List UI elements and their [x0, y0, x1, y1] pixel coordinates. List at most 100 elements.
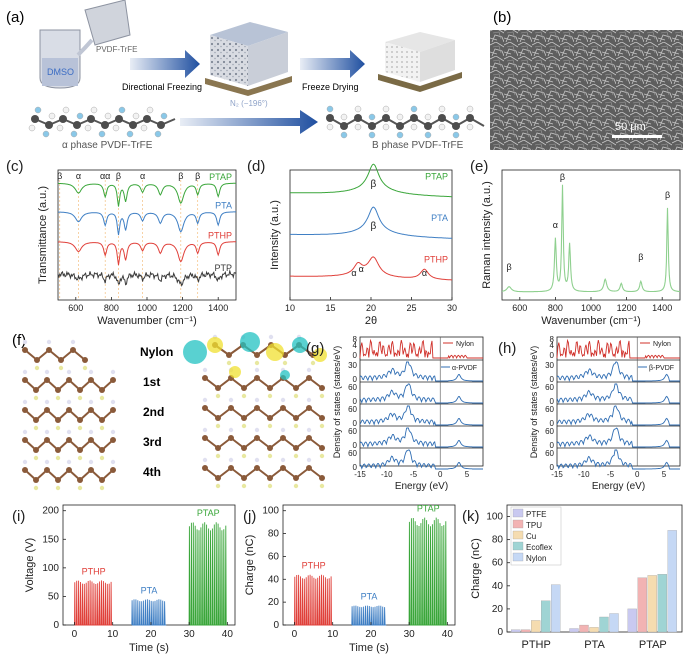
charge-density-blob-0 [183, 340, 207, 364]
atom [202, 457, 208, 463]
substituent-atom [382, 123, 390, 131]
panelH-ylabel: Density of states (states/eV) [529, 346, 539, 459]
panelJ-label: (j) [243, 508, 256, 525]
atom [66, 377, 72, 383]
substituent-atom [410, 123, 418, 131]
atom [267, 423, 273, 429]
panelG-nylon-dos [359, 338, 483, 359]
charge-density-blob-7 [280, 370, 290, 380]
atom [254, 352, 260, 358]
atom [202, 397, 208, 403]
atom [306, 367, 312, 373]
atom [267, 483, 273, 489]
atom [267, 475, 273, 481]
atom [319, 385, 325, 391]
panelJ-xlabel: Time (s) [349, 642, 389, 654]
atom [293, 453, 299, 459]
atom [254, 367, 260, 373]
atom [46, 347, 52, 353]
panelI-series-label-ptap: PTAP [197, 508, 220, 518]
ftir-series-pthp [57, 241, 236, 266]
panel-e-xlabel: Wavenumber (cm⁻¹) [541, 315, 641, 327]
panelJ-series-label-pta: PTA [361, 592, 378, 602]
scalebar-label: 50 μm [615, 121, 646, 133]
atom [267, 445, 273, 451]
bar-pthp-tpu [521, 629, 531, 633]
panelJ-ylabel: Charge (nC) [244, 535, 256, 596]
atom [33, 387, 39, 393]
panel-k-ytick-label-4: 80 [492, 535, 504, 546]
atom [254, 360, 260, 366]
panelG-legend-top: Nylon [456, 341, 474, 348]
xrd-annotation-alpha-1: α [351, 268, 356, 278]
atom [306, 405, 312, 411]
substituent-atom [160, 112, 168, 120]
xrd-series-pta [290, 206, 452, 239]
panelG-xtick-2: -5 [410, 470, 418, 479]
substituent-atom [154, 130, 162, 138]
panelG-layer-dos-2 [359, 383, 483, 404]
layer-label-2nd: 2nd [143, 405, 164, 419]
panelI-ytick-label-3: 150 [42, 534, 59, 545]
atom [319, 393, 325, 399]
atom [99, 395, 105, 401]
atom [110, 437, 116, 443]
atom [319, 475, 325, 481]
panelI-wave-pthp [74, 580, 113, 626]
peak-mark-1: α [76, 171, 81, 181]
carbon-atom [410, 114, 418, 122]
panel-e-axes [501, 169, 681, 301]
atom [22, 347, 28, 353]
ftir-legend-pthp: PTHP [208, 231, 232, 241]
panelH-xtick-0: -15 [551, 470, 563, 479]
ftir-series-pta [57, 211, 236, 236]
panelG-row-tick-zero-1: 0 [353, 375, 358, 384]
carbon-atom [382, 114, 390, 122]
carbon-atom [354, 114, 362, 122]
atom [241, 423, 247, 429]
substituent-atom [466, 105, 474, 113]
atom [66, 399, 72, 405]
atom [254, 427, 260, 433]
panelI-ytick-label-4: 200 [42, 506, 59, 517]
carbon-atom [45, 121, 53, 129]
carbon-atom [31, 115, 39, 123]
panelJ-xtick-label-1: 10 [327, 629, 339, 640]
atom [88, 467, 94, 473]
layer-label-3rd: 3rd [143, 435, 162, 449]
atom [254, 465, 260, 471]
atom [215, 475, 221, 481]
substituent-atom [354, 123, 362, 131]
legend-swatch-cu [512, 530, 524, 540]
substituent-atom [112, 124, 120, 132]
atom [110, 467, 116, 473]
legend-label-nylon: Nylon [526, 554, 546, 563]
panel-d-xtick-label-3: 25 [406, 303, 416, 313]
substituent-atom [354, 105, 362, 113]
carbon-atom [424, 122, 432, 130]
bar-pta-ptfe [569, 628, 579, 633]
panelI-wave-ptap [188, 522, 228, 626]
arrow-directional-freezing [130, 50, 200, 78]
atom [99, 485, 105, 491]
atom [319, 415, 325, 421]
atom [22, 467, 28, 473]
charge-density-blob-6 [229, 366, 241, 378]
panel-c-ylabel: Transmittance (a.u.) [37, 186, 49, 284]
atom [254, 405, 260, 411]
atom [319, 445, 325, 451]
panelH-layer-dos-5 [556, 449, 680, 470]
atom [33, 455, 39, 461]
charge-density-blob-2 [240, 332, 260, 352]
atom [66, 429, 72, 435]
panelG-row-tick-high-4: 60 [348, 427, 357, 436]
atom [293, 423, 299, 429]
atom [228, 435, 234, 441]
substituent-atom [452, 131, 460, 139]
atom [228, 405, 234, 411]
atom [99, 417, 105, 423]
atom [215, 393, 221, 399]
alpha-chain-molecule [28, 106, 176, 138]
